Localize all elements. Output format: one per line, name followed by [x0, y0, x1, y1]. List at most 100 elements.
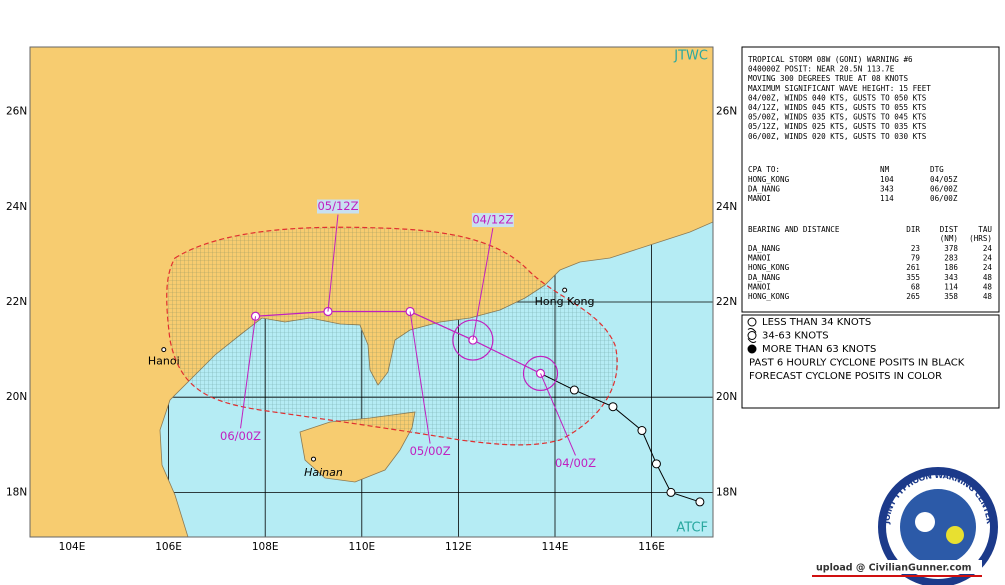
bearing-cell: 265 [906, 292, 920, 301]
place-label: Hainan [304, 466, 343, 479]
bearing-cell: 79 [911, 254, 921, 263]
warning-line: 04/12Z, WINDS 045 KTS, GUSTS TO 055 KTS [748, 103, 927, 112]
legend-symbol [747, 317, 757, 327]
danger-area [166, 226, 618, 446]
label-bg [471, 213, 514, 228]
legend-symbol [747, 344, 757, 354]
lat-label: 18N [6, 486, 27, 498]
bearing-unit: (HRS) [969, 234, 992, 243]
bearing-cell: 24 [983, 254, 993, 263]
forecast-label: 05/00Z [410, 444, 451, 458]
warning-line: 05/00Z, WINDS 035 KTS, GUSTS TO 045 KTS [748, 113, 927, 122]
bearing-cell: 186 [944, 263, 958, 272]
place-dot [562, 287, 568, 293]
lon-label: 106E [155, 541, 182, 553]
lon-label: 108E [252, 541, 279, 553]
lon-label: 112E [445, 541, 472, 553]
bearing-cell: HONG_KONG [748, 292, 790, 301]
cpa-header: NM [880, 165, 890, 174]
cpa-cell: 343 [880, 185, 894, 194]
bearing-cell: 48 [983, 273, 993, 282]
label-leader [540, 373, 576, 456]
bearing-header: DIST [940, 225, 959, 234]
place-dot [161, 347, 167, 353]
bearing-cell: 48 [983, 282, 993, 291]
lat-label: 24N [716, 201, 737, 213]
credit-bg [812, 560, 982, 574]
warning-line: 040000Z POSIT: NEAR 20.5N 113.7E [748, 65, 895, 74]
map-frame [29, 46, 714, 538]
label-bg [316, 199, 359, 214]
bearing-cell: MANOI [748, 254, 771, 263]
warning-line: TROPICAL STORM 08W (GONI) WARNING #6 [748, 55, 913, 64]
cpa-cell: 04/05Z [930, 175, 958, 184]
bearing-cell: MANOI [748, 282, 771, 291]
past-posit [608, 402, 618, 412]
label-leader [240, 316, 257, 429]
place-dot [311, 456, 316, 462]
label-leader [409, 311, 431, 444]
legend-text: 34-63 KNOTS [762, 331, 829, 342]
header-label: JTWC [673, 49, 708, 64]
bearing-cell: 378 [944, 244, 958, 253]
lat-label: 26N [6, 106, 27, 118]
past-posit [651, 459, 661, 469]
lat-label: 20N [6, 391, 27, 403]
lat-label: 22N [716, 296, 737, 308]
warning-line: 04/00Z, WINDS 040 KTS, GUSTS TO 050 KTS [748, 93, 927, 102]
bearing-cell: HONG_KONG [748, 263, 790, 272]
lon-label: 116E [638, 541, 665, 553]
lon-label: 114E [542, 541, 569, 553]
warning-line: 05/12Z, WINDS 025 KTS, GUSTS TO 035 KTS [748, 122, 927, 131]
warning-line: MOVING 300 DEGREES TRUE AT 08 KNOTS [748, 74, 908, 83]
past-posit [666, 487, 676, 497]
past-posit [637, 426, 647, 436]
warning-panel [741, 46, 1000, 313]
bearing-cell: 23 [911, 244, 920, 253]
legend-symbol [747, 331, 757, 340]
forecast-label: 04/12Z [472, 213, 513, 227]
cpa-header: DTG [930, 165, 944, 174]
logo [878, 467, 998, 585]
lon-label: 104E [59, 541, 86, 553]
past-posit [695, 497, 705, 507]
lat-label: 26N [716, 106, 737, 118]
bearing-cell: DA_NANG [748, 244, 780, 253]
legend-text: FORECAST CYCLONE POSITS IN COLOR [749, 371, 942, 382]
legend-text: MORE THAN 63 KNOTS [762, 344, 876, 355]
lat-label: 22N [6, 296, 27, 308]
bearing-cell: 358 [944, 292, 958, 301]
bearing-cell: 24 [983, 263, 993, 272]
cpa-cell: HONG_KONG [748, 175, 790, 184]
bearing-cell: 114 [944, 282, 958, 291]
lat-label: 20N [716, 391, 737, 403]
warning-line: 06/00Z, WINDS 020 KTS, GUSTS TO 030 KTS [748, 132, 927, 141]
wind-radius [522, 355, 559, 391]
past-posit [569, 385, 579, 395]
cpa-cell: 104 [880, 175, 894, 184]
bearing-cell: 24 [983, 244, 993, 253]
forecast-label: 05/12Z [317, 199, 358, 213]
bearing-cell: 261 [906, 263, 920, 272]
legend-text: LESS THAN 34 KNOTS [762, 317, 871, 328]
place-label: Hong Kong [535, 295, 595, 308]
cpa-cell: 114 [880, 194, 894, 203]
label-leader [327, 214, 339, 312]
logo-center [900, 489, 976, 565]
cpa-cell: 06/00Z [930, 194, 958, 203]
footer-label: ATCF [676, 521, 708, 536]
forecast-label: 06/00Z [220, 429, 261, 443]
place-label: Hanoi [148, 355, 180, 368]
forecast-label: 04/00Z [555, 456, 596, 470]
lat-label: 24N [6, 201, 27, 213]
label-leader [472, 227, 494, 341]
logo-star [946, 526, 964, 544]
legend-panel [741, 314, 1000, 409]
warning-line: MAXIMUM SIGNIFICANT WAVE HEIGHT: 15 FEET [748, 84, 931, 93]
bearing-header: TAU [978, 225, 992, 234]
legend-symbol-tail [747, 328, 757, 343]
bearing-cell: 355 [906, 273, 920, 282]
bearing-cell: 343 [944, 273, 958, 282]
